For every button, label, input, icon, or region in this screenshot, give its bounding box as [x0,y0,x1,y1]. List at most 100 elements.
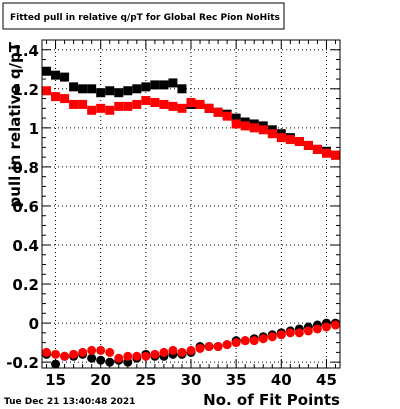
y-tick-label: 0.2 [12,276,39,294]
data-point [168,78,178,88]
data-point [96,103,106,113]
data-point [303,140,313,150]
data-point [69,349,79,359]
data-point [51,359,61,369]
y-tick-label: -0.2 [6,354,39,372]
data-point [96,345,106,355]
data-point [249,123,259,133]
y-tick-label: 0.8 [12,159,39,177]
data-point [222,340,232,350]
data-point [150,80,160,90]
x-tick-label: 25 [135,371,156,389]
data-point [105,86,115,96]
data-point [87,105,97,115]
data-point [267,129,277,139]
data-point [51,349,61,359]
data-point [240,336,250,346]
data-point [222,111,232,121]
data-point [321,148,331,158]
data-point [294,137,304,147]
data-point [60,72,70,82]
y-tick-label: 1 [29,120,39,138]
x-tick-label: 35 [226,371,247,389]
data-point [249,336,259,346]
data-point [42,66,52,76]
data-point [150,349,160,359]
data-point [141,96,151,106]
data-point [78,99,88,109]
data-point [123,351,133,361]
data-point [150,97,160,107]
y-tick-label: 1.4 [12,42,39,60]
data-point [168,101,178,111]
data-point [69,99,79,109]
data-point [195,343,205,353]
data-point [330,320,340,330]
data-point [51,92,61,102]
data-point [204,342,214,352]
data-point [276,133,286,143]
y-tick-label: 0.4 [12,237,39,255]
data-point [105,357,115,367]
series-1 [42,86,340,160]
data-point [87,353,97,363]
data-point [195,99,205,109]
y-tick-label: 0 [29,315,39,333]
data-point [213,342,223,352]
chart-title: Fitted pull in relative q/pT for Global … [10,13,280,23]
data-point [240,121,250,131]
data-point [177,347,187,357]
data-point [78,84,88,94]
data-point [312,324,322,334]
data-point [114,353,124,363]
data-point [285,328,295,338]
data-point [186,97,196,107]
data-point [96,88,106,98]
data-point [96,355,106,365]
data-point [105,347,115,357]
y-tick-label: 0.6 [12,198,39,216]
data-point [231,113,241,123]
data-point [159,80,169,90]
data-point [285,135,295,145]
data-point [69,82,79,92]
data-point [159,99,169,109]
data-point [213,107,223,117]
data-point [132,84,142,94]
data-point [51,70,61,80]
data-point [321,322,331,332]
x-tick-label: 20 [90,371,111,389]
data-point [168,345,178,355]
x-tick-label: 45 [316,371,337,389]
data-point [132,99,142,109]
data-point [105,105,115,115]
series-3 [42,320,340,363]
data-point [159,347,169,357]
data-point [78,347,88,357]
data-point [294,328,304,338]
data-point [60,351,70,361]
plot-frame [41,39,341,369]
data-point [267,332,277,342]
data-point [177,84,187,94]
tick-label-layer: 15 20 25 30 35 40 45 -0.2 0 0.2 0.4 0.6 0.8 1 1.2 1.4 [6,42,337,389]
data-point [186,345,196,355]
y-axis-label: pull in relative q/pT [6,41,24,207]
title-box [2,2,285,30]
data-point [231,119,241,129]
data-point [141,82,151,92]
footer-timestamp: Tue Dec 21 13:40:48 2021 [4,397,135,407]
data-point [114,101,124,111]
x-tick-label: 30 [181,371,202,389]
data-point [204,103,214,113]
data-point [60,94,70,104]
data-point [177,103,187,113]
data-point [141,351,151,361]
data-point [42,86,52,96]
points-layer [42,66,340,369]
data-point [114,88,124,98]
data-point [330,150,340,160]
data-point [303,326,313,336]
